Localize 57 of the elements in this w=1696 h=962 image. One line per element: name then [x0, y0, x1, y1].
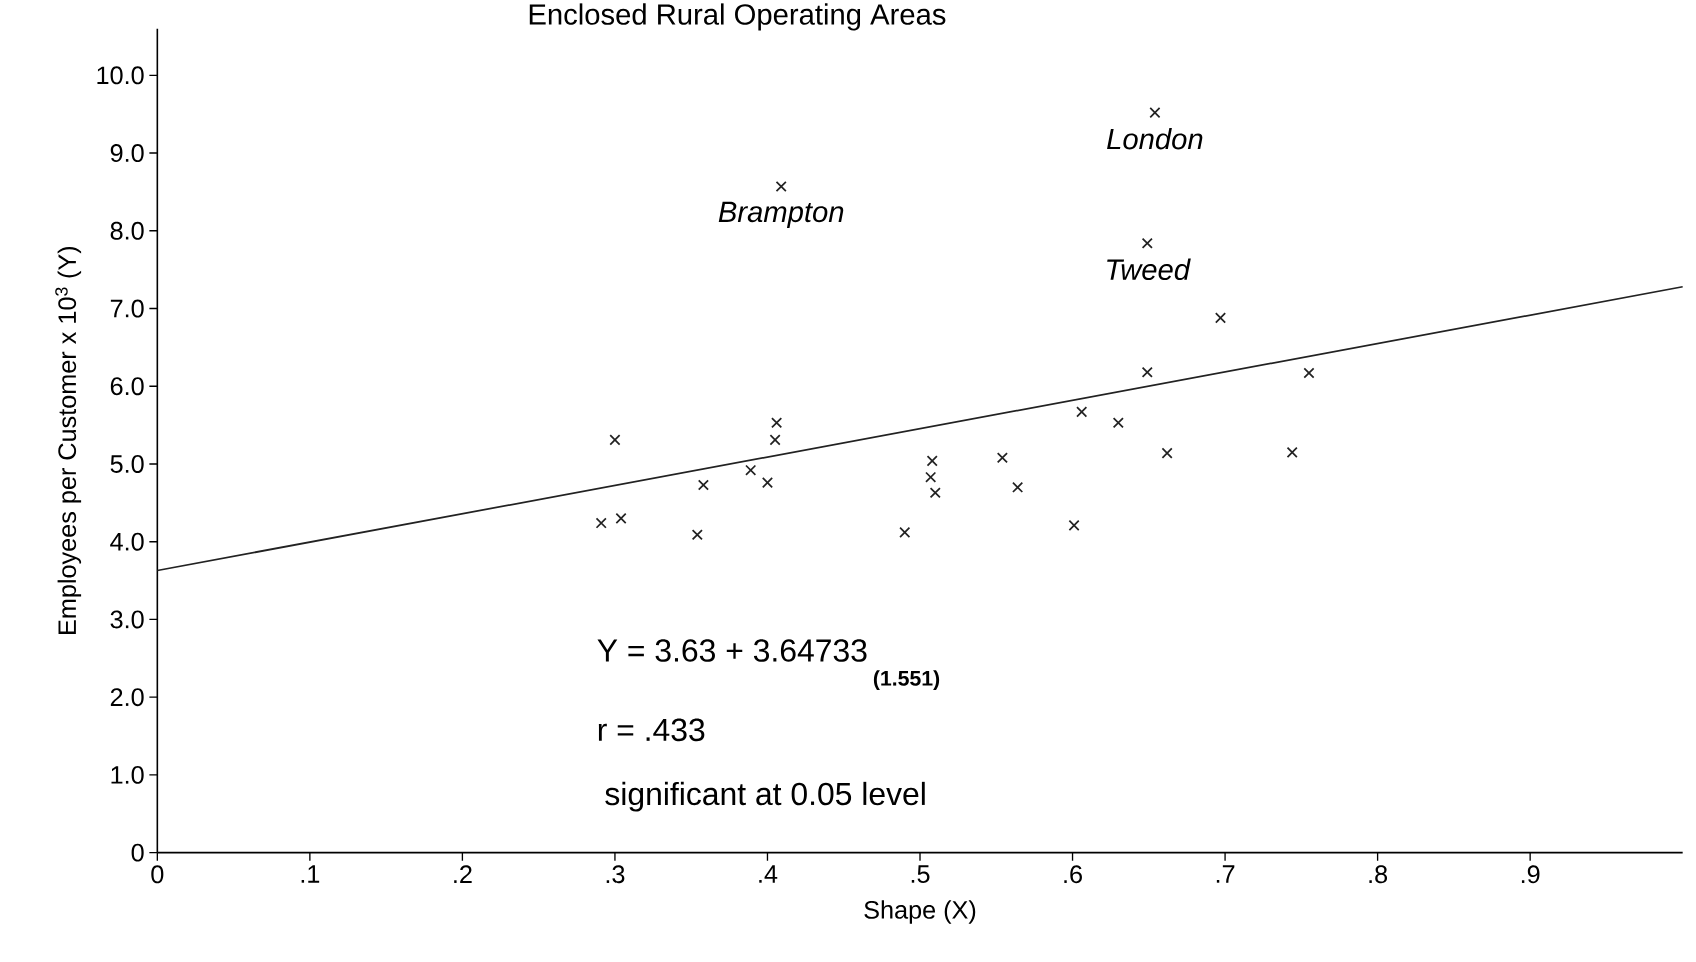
point [1076, 406, 1088, 418]
y-tick-label: 2.0 [110, 688, 144, 707]
y-tick-label: 10.0 [97, 66, 144, 85]
point [1286, 446, 1298, 458]
x-tick-label: .2 [454, 865, 472, 883]
point [1068, 519, 1080, 531]
point [926, 455, 938, 467]
point [745, 464, 757, 476]
y-tick-label: 9.0 [110, 144, 144, 162]
point [929, 487, 941, 499]
x-tick-label: 0 [151, 865, 164, 884]
x-tick-label: .9 [1521, 865, 1540, 884]
x-tick-label: .3 [606, 865, 625, 884]
annotation: Tweed [1107, 258, 1191, 280]
point [1161, 447, 1173, 459]
point [1303, 367, 1315, 379]
point [1012, 481, 1024, 493]
annotation: (1.551) [873, 670, 940, 690]
y-tick-label: 5.0 [110, 455, 144, 473]
point [769, 434, 781, 446]
y-tick-label: 0 [131, 843, 144, 862]
point [1141, 366, 1153, 378]
point [899, 526, 911, 538]
x-tick-label: .1 [301, 865, 320, 883]
y-tick-label: 1.0 [111, 766, 144, 784]
point [595, 517, 607, 529]
x-axis-title: Shape (X) [864, 900, 976, 924]
y-tick-label: 8.0 [110, 221, 144, 240]
point [775, 180, 787, 193]
point [1214, 312, 1227, 324]
point [1141, 237, 1153, 249]
chart-title: Enclosed Rural Operating Areas [529, 3, 946, 31]
point [1112, 417, 1124, 429]
point [996, 452, 1008, 464]
y-tick-label: 7.0 [110, 299, 144, 318]
y-tick-label: 3.0 [110, 610, 144, 629]
y-axis-title: Employees per Customer x 10$^{3}$ (Y) [55, 246, 82, 634]
x-tick-label: .7 [1216, 865, 1235, 883]
annotation: r = .433 [598, 718, 705, 742]
point [925, 471, 937, 483]
annotation: significant at 0.05 level [605, 781, 925, 812]
x-tick-label: .4 [759, 865, 778, 883]
point [691, 529, 703, 541]
x-tick-label: .8 [1369, 865, 1388, 884]
point [1149, 107, 1161, 119]
x-tick-label: .6 [1064, 865, 1082, 884]
point [761, 477, 774, 489]
annotation: Y = 3.63 + 3.64733 [597, 639, 867, 662]
x-tick-label: .5 [911, 865, 930, 883]
point [771, 417, 783, 429]
point [609, 434, 621, 446]
y-tick-label: 4.0 [110, 532, 144, 551]
point [697, 479, 709, 491]
y-tick-label: 6.0 [110, 377, 144, 396]
annotation: London [1107, 127, 1203, 150]
annotation: Brampton [718, 201, 844, 228]
point [615, 512, 627, 524]
